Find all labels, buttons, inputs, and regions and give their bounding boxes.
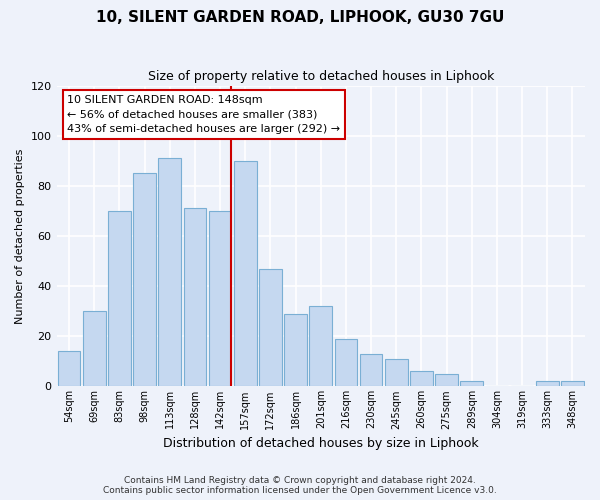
Y-axis label: Number of detached properties: Number of detached properties [15,148,25,324]
Bar [83,311,106,386]
Bar [410,372,433,386]
Bar [209,211,232,386]
Bar [259,268,282,386]
Bar [460,382,483,386]
X-axis label: Distribution of detached houses by size in Liphook: Distribution of detached houses by size … [163,437,479,450]
Bar [360,354,382,386]
Text: 10 SILENT GARDEN ROAD: 148sqm
← 56% of detached houses are smaller (383)
43% of : 10 SILENT GARDEN ROAD: 148sqm ← 56% of d… [67,94,340,134]
Bar [133,174,156,386]
Bar [108,211,131,386]
Bar [536,382,559,386]
Text: 10, SILENT GARDEN ROAD, LIPHOOK, GU30 7GU: 10, SILENT GARDEN ROAD, LIPHOOK, GU30 7G… [96,10,504,25]
Bar [58,352,80,386]
Bar [184,208,206,386]
Bar [158,158,181,386]
Text: Contains HM Land Registry data © Crown copyright and database right 2024.
Contai: Contains HM Land Registry data © Crown c… [103,476,497,495]
Bar [284,314,307,386]
Bar [385,359,407,386]
Bar [310,306,332,386]
Bar [234,161,257,386]
Bar [435,374,458,386]
Title: Size of property relative to detached houses in Liphook: Size of property relative to detached ho… [148,70,494,83]
Bar [335,339,357,386]
Bar [561,382,584,386]
